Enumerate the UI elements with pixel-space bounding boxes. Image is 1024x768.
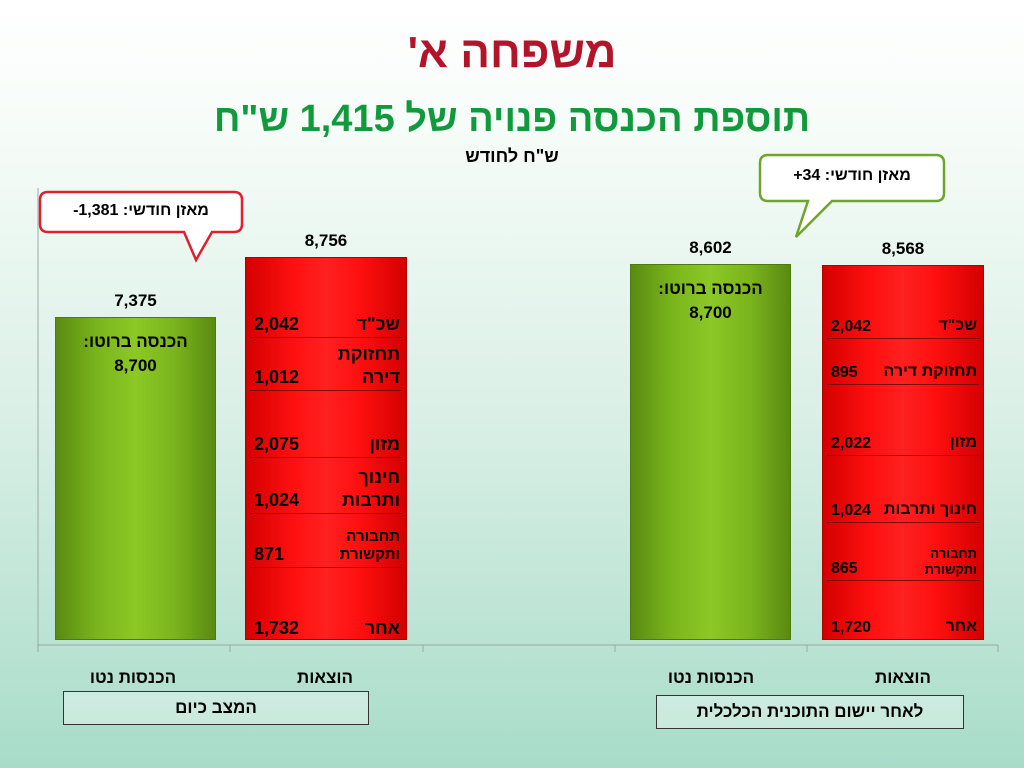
expense-segment-value: 865 [831, 560, 858, 578]
category-label-income-now: הכנסות נטו [89, 668, 177, 687]
expense-segment-value: 2,042 [254, 314, 300, 334]
expense-segment-label: חינוך ותרבות [341, 467, 400, 510]
expense-segment-value: 871 [254, 544, 285, 564]
expense-segment-value: 2,042 [831, 318, 872, 336]
bar-income-after: הכנסה ברוטו: 8,700 [630, 263, 791, 640]
category-label-expenses-now: הוצאות [297, 668, 353, 687]
gross-income-label: הכנסה ברוטו: 8,700 [631, 277, 790, 325]
chart-title: משפחה א' [407, 28, 617, 77]
expense-segment-label: אחר [364, 617, 400, 638]
expense-segment-label: תחזוקת דירה [883, 363, 977, 381]
expense-segment: שכ"ד 2,042 [827, 306, 979, 340]
expense-segment-value: 1,024 [254, 490, 300, 510]
expense-segment-label: תחזוקת דירה [337, 344, 400, 387]
gross-income-value: 8,700 [114, 356, 157, 376]
gross-income-caption: הכנסה ברוטו: [658, 278, 763, 298]
expense-segment: חינוך ותרבות 1,024 [250, 458, 402, 514]
expense-segment-value: 1,012 [254, 367, 300, 387]
bar-total-label-income-after: 8,602 [689, 237, 732, 257]
expense-segment-label: מזון [949, 434, 977, 452]
gross-income-label: הכנסה ברוטו: 8,700 [56, 330, 215, 378]
callout-right-text: מאזן חודשי: 34+ [793, 167, 911, 184]
expense-segment-value: 1,024 [831, 502, 872, 520]
expense-segment-label: שכ"ד [356, 313, 400, 334]
expense-segment: תחבורה ותקשורת 871 [250, 514, 402, 568]
expense-segment-label: חינוך ותרבות [883, 501, 977, 519]
expense-segment-value: 895 [831, 364, 858, 382]
callout-right-shape [758, 153, 946, 238]
callout-left-text: מאזן חודשי: 1,381- [73, 202, 209, 219]
expense-segment: תחבורה ותקשורת 865 [827, 523, 979, 582]
expense-segment-label: שכ"ד [938, 317, 977, 335]
chart-subtitle: תוספת הכנסה פנויה של 1,415 ש"ח [213, 98, 811, 140]
bar-total-label-income-now: 7,375 [114, 291, 157, 311]
expense-segment: חינוך ותרבות 1,024 [827, 456, 979, 524]
expense-segment-value: 1,720 [831, 619, 872, 637]
bar-income-now: הכנסה ברוטו: 8,700 [55, 317, 216, 640]
gross-income-value: 8,700 [689, 302, 732, 322]
expense-segment-label: מזון [369, 433, 400, 454]
bar-total-label-expenses-now: 8,756 [304, 231, 348, 250]
expense-segment: תחזוקת דירה 895 [827, 339, 979, 386]
bar-expenses-after: שכ"ד 2,042 תחזוקת דירה 895 מזון 2,022 חינוך ות… [822, 265, 984, 640]
group-label-after-plan: לאחר יישום התוכנית הכלכלית [656, 695, 964, 729]
expense-segment-label: תחבורה ותקשורת [339, 527, 400, 564]
expense-segment-value: 2,022 [831, 435, 872, 453]
expense-segment: שכ"ד 2,042 [250, 304, 402, 338]
callout-left-shape [38, 190, 244, 263]
gross-income-caption: הכנסה ברוטו: [83, 332, 188, 352]
expense-segment-value: 1,732 [254, 618, 300, 638]
expense-segment: תחזוקת דירה 1,012 [250, 338, 402, 391]
group-label-current: המצב כיום [63, 691, 369, 725]
category-label-income-after: הכנסות נטו [667, 668, 755, 687]
bar-expenses-now: שכ"ד 2,042 תחזוקת דירה 1,012 מזון 2,075 חינוך … [245, 257, 407, 640]
expense-segment: אחר 1,732 [250, 568, 402, 641]
expense-segment-label: אחר [945, 618, 977, 636]
category-label-expenses-after: הוצאות [875, 668, 931, 687]
expense-segment-label: תחבורה ותקשורת [924, 545, 977, 577]
unit-label: ש"ח לחודש [465, 146, 559, 166]
x-axis-ticks [37, 645, 999, 652]
bar-total-label-expenses-after: 8,568 [881, 239, 925, 259]
expense-segment-value: 2,075 [254, 434, 300, 454]
expense-segment: מזון 2,075 [250, 391, 402, 458]
expense-segment: מזון 2,022 [827, 385, 979, 457]
expense-segment: אחר 1,720 [827, 581, 979, 639]
